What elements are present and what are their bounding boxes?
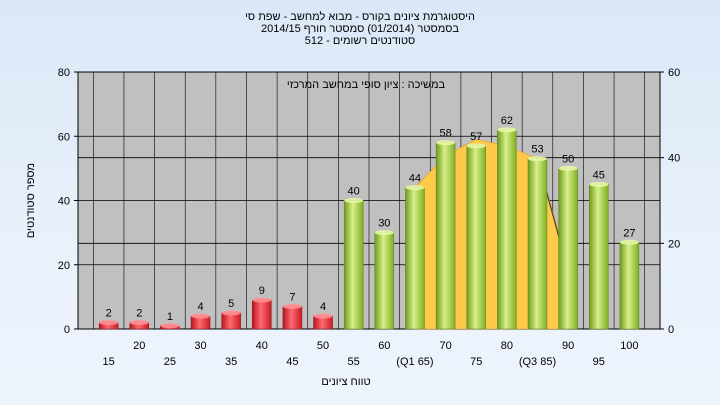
- bar-top: [589, 181, 609, 187]
- y-tick-label: 20: [58, 260, 70, 272]
- data-label: 2: [106, 308, 112, 320]
- x-tick-label-top: 20: [133, 340, 145, 352]
- data-label: 30: [378, 218, 390, 230]
- bar: [588, 184, 609, 330]
- bar-top: [99, 320, 119, 326]
- chart-title-line: היסטוגרמת ציונים בקורס - מבוא למחשב - שפ…: [245, 10, 475, 23]
- bar-top: [558, 165, 578, 171]
- bar: [374, 232, 395, 330]
- x-tick-label-top: 30: [194, 340, 206, 352]
- bar: [282, 306, 303, 330]
- bar-top: [252, 297, 272, 303]
- x-tick-label-top: 40: [256, 340, 268, 352]
- data-label: 9: [259, 285, 265, 297]
- bar-top: [344, 198, 364, 203]
- data-label: 27: [623, 227, 635, 239]
- data-label: 1: [167, 311, 173, 323]
- x-tick-label-top: 70: [439, 340, 451, 352]
- bar-top: [436, 140, 456, 146]
- bar-top: [405, 185, 425, 191]
- bar-top: [313, 313, 333, 319]
- x-tick-label-bottom: 35: [225, 356, 237, 368]
- x-tick-label-bottom: 45: [286, 356, 298, 368]
- data-label: 57: [470, 131, 482, 143]
- bar-top: [527, 156, 547, 162]
- bar-top: [497, 127, 517, 133]
- data-label: 45: [593, 169, 605, 181]
- bar-top: [282, 304, 302, 310]
- data-label: 2: [136, 308, 142, 320]
- data-label: 5: [228, 298, 234, 310]
- y-tick-label: 0: [64, 324, 70, 336]
- y-tick-label: 80: [58, 67, 70, 79]
- x-tick-label-top: 50: [317, 340, 329, 352]
- bar: [558, 168, 578, 330]
- y2-tick-label: 40: [668, 153, 680, 165]
- x-tick-label-bottom: (Q1 65): [396, 356, 433, 368]
- x-tick-label-bottom: 95: [593, 356, 605, 368]
- data-label: 50: [562, 153, 574, 165]
- y2-tick-label: 60: [668, 67, 680, 79]
- y2-tick-label: 20: [668, 238, 680, 250]
- bar-top: [160, 323, 180, 329]
- y-tick-label: 60: [58, 131, 70, 143]
- bar-top: [191, 313, 211, 319]
- bar: [619, 242, 640, 330]
- x-tick-label-bottom: 15: [103, 356, 115, 368]
- bar-top: [221, 310, 241, 316]
- bar-series: [98, 127, 640, 330]
- x-tick-label-bottom: 55: [348, 356, 360, 368]
- x-tick-label-top: 60: [378, 340, 390, 352]
- bar: [435, 142, 456, 330]
- y2-tick-label: 0: [668, 324, 674, 336]
- chart-title-line: בסמסטר (01/2014) סמסטר חורף 2014/15: [261, 23, 459, 35]
- bar-top: [619, 239, 639, 245]
- bar-top: [466, 143, 486, 149]
- data-label: 58: [439, 128, 451, 140]
- data-label: 53: [531, 144, 543, 156]
- y-axis-label: מספר סטודנטים: [25, 163, 37, 238]
- chart-annotation: במשיכה : ציון סופי במחשב המרכזי: [287, 79, 446, 91]
- x-tick-label-bottom: (Q3 85): [519, 356, 556, 368]
- data-label: 4: [197, 301, 203, 313]
- bar-top: [129, 320, 149, 326]
- chart-title-line: סטודנטים רשומים - 512: [305, 35, 416, 47]
- bar-top: [374, 230, 394, 236]
- x-tick-label-top: 100: [620, 340, 638, 352]
- y-tick-label: 40: [58, 196, 70, 208]
- bar: [466, 145, 486, 330]
- data-label: 44: [409, 173, 421, 185]
- data-label: 62: [501, 115, 513, 127]
- x-tick-label-top: 80: [501, 340, 513, 352]
- x-tick-label-bottom: 25: [164, 356, 176, 368]
- bar: [252, 299, 272, 330]
- bar: [527, 158, 548, 330]
- data-label: 7: [289, 292, 295, 304]
- bar: [405, 187, 425, 330]
- data-label: 4: [320, 301, 326, 313]
- chart-title: היסטוגרמת ציונים בקורס - מבוא למחשב - שפ…: [245, 10, 475, 47]
- x-axis-label: טווח ציונים: [321, 376, 370, 388]
- x-tick-label-top: 90: [562, 340, 574, 352]
- data-label: 40: [348, 186, 360, 198]
- x-tick-label-bottom: 75: [470, 356, 482, 368]
- bar: [343, 200, 364, 330]
- bar: [497, 129, 517, 330]
